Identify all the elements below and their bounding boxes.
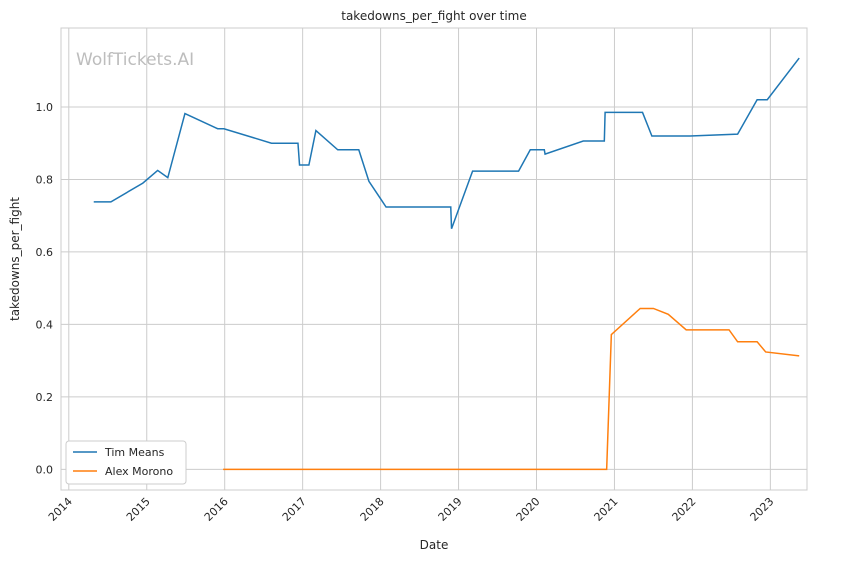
- series-line-tim-means: [93, 57, 800, 230]
- y-tick-label: 0.8: [36, 173, 54, 186]
- chart-title: takedowns_per_fight over time: [341, 9, 527, 23]
- y-tick-label: 0.6: [36, 246, 54, 259]
- watermark: WolfTickets.AI: [76, 50, 194, 70]
- legend: Tim Means Alex Morono: [65, 440, 187, 485]
- plot-frame: [60, 27, 808, 491]
- y-tick-label: 0.0: [36, 463, 54, 476]
- x-tick-label: 2018: [358, 495, 387, 524]
- y-tick-label: 0.4: [36, 318, 54, 331]
- x-tick-label: 2014: [46, 495, 75, 524]
- y-axis-label: takedowns_per_fight: [8, 197, 22, 321]
- x-tick-label: 2022: [670, 495, 699, 524]
- x-tick-label: 2023: [747, 495, 776, 524]
- x-axis-label: Date: [420, 538, 449, 552]
- x-tick-label: 2020: [514, 495, 543, 524]
- x-tick-label: 2015: [124, 495, 153, 524]
- x-tick-label: 2016: [202, 495, 231, 524]
- legend-label-tim-means: Tim Means: [104, 446, 165, 459]
- y-tick-label: 0.2: [36, 391, 54, 404]
- x-tick-label: 2017: [280, 495, 309, 524]
- legend-label-alex-morono: Alex Morono: [105, 465, 173, 478]
- x-tick-label: 2019: [436, 495, 465, 524]
- series-line-alex-morono: [223, 307, 800, 471]
- y-tick-label: 1.0: [36, 101, 54, 114]
- x-tick-label: 2021: [592, 495, 621, 524]
